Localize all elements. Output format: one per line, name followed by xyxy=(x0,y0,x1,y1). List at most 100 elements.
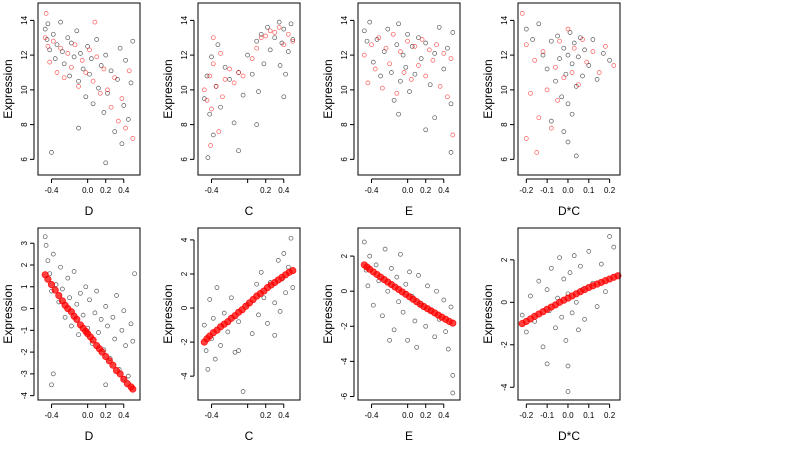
data-point xyxy=(87,47,92,53)
data-point xyxy=(540,49,546,54)
data-point xyxy=(416,63,421,68)
data-point xyxy=(544,361,550,367)
data-point xyxy=(281,251,287,256)
data-point xyxy=(205,366,211,372)
data-point xyxy=(207,297,213,302)
data-point xyxy=(212,356,218,362)
data-point xyxy=(365,80,371,86)
x-tick-label: 0.4 xyxy=(438,411,450,420)
y-tick-label: 3 xyxy=(20,240,29,245)
data-point xyxy=(78,51,83,56)
data-point xyxy=(103,160,109,166)
data-point xyxy=(290,38,296,44)
data-point xyxy=(130,338,136,344)
data-point xyxy=(42,26,48,32)
panel-4: -0.2 -0.1 0.0 0.1 0.2 D*C 6 8 10 12 14 Expression xyxy=(481,2,621,218)
data-point xyxy=(83,284,89,290)
data-point xyxy=(67,295,72,301)
x-tick-label: 0.0 xyxy=(562,411,574,420)
data-point xyxy=(52,56,58,61)
series-1 xyxy=(361,19,456,155)
data-point xyxy=(565,52,571,58)
data-point xyxy=(523,26,529,32)
data-point xyxy=(215,42,221,48)
series-2 xyxy=(519,11,617,155)
data-point xyxy=(115,118,121,124)
data-point xyxy=(398,49,403,54)
data-point xyxy=(210,35,216,41)
series-1 xyxy=(42,19,136,166)
data-point xyxy=(83,94,89,100)
x-tick-label: 0.0 xyxy=(402,411,414,420)
data-point xyxy=(425,283,430,289)
panel-5: -0.4 0.0 0.2 0.4 D -4 -3 -2 -1 0 1 2 3 Expression xyxy=(1,227,141,443)
data-point xyxy=(281,26,287,32)
data-point xyxy=(222,64,228,70)
data-point xyxy=(398,78,403,84)
data-point xyxy=(231,80,237,86)
series-1 xyxy=(519,234,617,394)
y-axis-label: Expression xyxy=(481,284,495,343)
data-point xyxy=(571,253,577,258)
data-point xyxy=(265,321,270,326)
plot-frame xyxy=(197,227,301,401)
data-point xyxy=(112,75,118,81)
data-point xyxy=(427,82,433,88)
data-point xyxy=(450,30,456,35)
x-tick-label: 0.2 xyxy=(420,411,432,420)
data-point xyxy=(408,77,414,82)
data-point xyxy=(611,63,617,68)
data-point xyxy=(391,97,397,103)
data-point xyxy=(563,71,569,77)
x-axis-label: E xyxy=(405,429,413,443)
x-tick-label: 0.2 xyxy=(604,411,616,420)
data-point xyxy=(47,59,53,65)
data-point xyxy=(210,61,216,67)
data-point xyxy=(42,234,48,240)
data-point xyxy=(47,281,56,289)
data-point xyxy=(594,304,600,309)
panel-6: -0.4 0.2 0.4 C -4 -2 0 2 4 Expression xyxy=(161,227,301,443)
data-point xyxy=(277,309,283,314)
data-point xyxy=(96,330,101,335)
data-point xyxy=(423,40,429,46)
data-point xyxy=(254,281,260,287)
data-point xyxy=(540,344,546,350)
data-point xyxy=(536,115,542,121)
y-tick-label: 12 xyxy=(500,50,509,59)
y-tick-label: -4 xyxy=(500,383,509,391)
y-tick-label: 14 xyxy=(500,15,509,24)
data-point xyxy=(105,90,110,96)
data-point xyxy=(405,38,410,44)
data-point xyxy=(400,52,406,58)
data-point xyxy=(396,111,401,117)
data-point xyxy=(436,24,442,30)
data-point xyxy=(519,11,525,16)
data-point xyxy=(108,104,114,110)
data-point xyxy=(361,28,367,34)
data-point xyxy=(44,275,52,283)
data-point xyxy=(561,276,567,282)
y-tick-label: -4 xyxy=(20,392,29,400)
data-point xyxy=(103,304,109,309)
data-point xyxy=(71,269,77,274)
data-point xyxy=(449,319,457,327)
x-tick-label: 0.2 xyxy=(260,411,272,420)
data-point xyxy=(586,63,592,68)
y-tick-label: -4 xyxy=(180,372,189,380)
data-point xyxy=(544,87,550,93)
data-point xyxy=(263,33,269,39)
data-point xyxy=(598,261,604,267)
data-point xyxy=(607,234,612,239)
data-point xyxy=(231,120,237,126)
data-point xyxy=(582,47,587,53)
x-tick-label: 0.2 xyxy=(420,186,432,195)
data-point xyxy=(55,291,63,300)
data-point xyxy=(557,255,562,261)
data-point xyxy=(288,235,294,241)
data-point xyxy=(50,31,56,37)
data-point xyxy=(555,33,560,39)
data-point xyxy=(445,94,450,100)
data-point xyxy=(249,71,255,77)
series-1 xyxy=(201,235,296,394)
